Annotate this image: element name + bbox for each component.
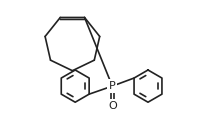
Text: O: O: [108, 101, 117, 111]
Text: P: P: [109, 81, 116, 91]
